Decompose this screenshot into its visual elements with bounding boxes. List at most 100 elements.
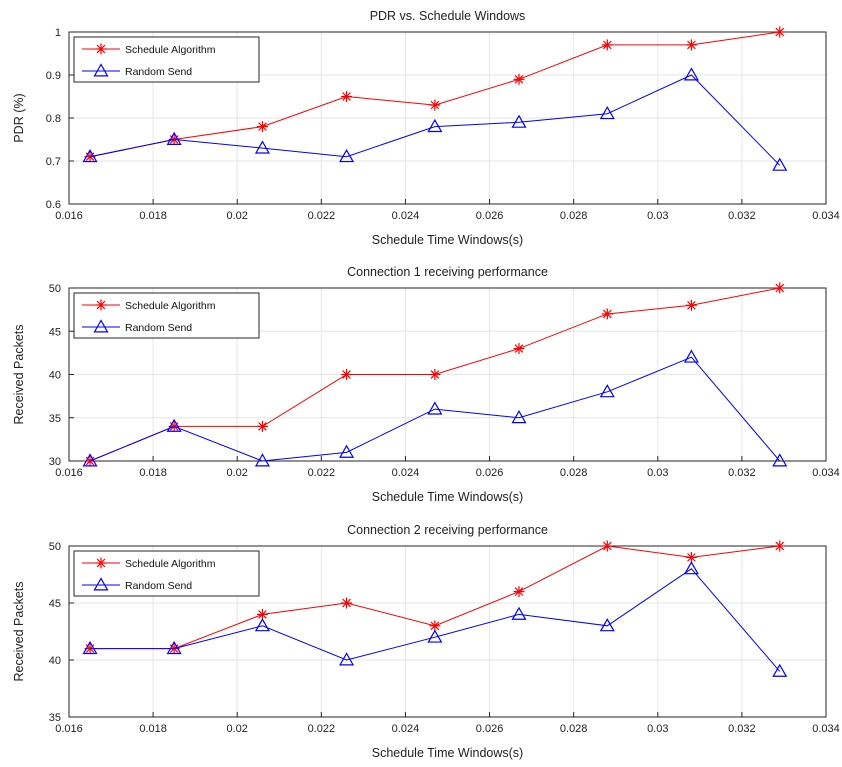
- legend-item: Random Send: [82, 319, 192, 334]
- triangle-marker: [772, 663, 788, 677]
- asterisk-marker: [341, 91, 353, 102]
- asterisk-marker: [341, 597, 353, 609]
- legend-box: [73, 292, 260, 339]
- x-tick-label: 0.034: [812, 210, 840, 222]
- x-tick-label: 0.016: [55, 723, 83, 735]
- x-tick-label: 0.032: [728, 210, 756, 222]
- asterisk-marker: [513, 586, 525, 598]
- triangle-marker: [772, 453, 788, 467]
- x-tick-label: 0.028: [560, 467, 588, 479]
- asterisk-marker: [429, 620, 441, 632]
- x-tick-label: 0.02: [227, 723, 248, 735]
- y-axis-label: Received Packets: [12, 324, 26, 424]
- triangle-marker: [166, 418, 182, 432]
- asterisk-marker: [601, 39, 613, 51]
- x-tick-label: 0.026: [476, 467, 504, 479]
- y-tick-label: 40: [49, 370, 61, 382]
- asterisk-marker: [95, 557, 107, 569]
- x-tick-label: 0.03: [647, 723, 668, 735]
- asterisk-marker: [341, 369, 353, 380]
- asterisk-marker: [429, 369, 441, 380]
- y-axis-label: Received Packets: [12, 581, 26, 681]
- series-schedule-algorithm: [84, 540, 786, 655]
- legend-label: Random Send: [125, 66, 192, 78]
- series-random-send: [82, 561, 788, 677]
- asterisk-marker: [774, 26, 786, 38]
- x-tick-label: 0.034: [812, 723, 840, 735]
- x-tick-label: 0.02: [227, 467, 248, 479]
- x-tick-label: 0.022: [308, 210, 336, 222]
- legend-label: Random Send: [125, 322, 192, 334]
- series-line: [89, 74, 781, 166]
- triangle-marker: [166, 640, 182, 655]
- x-tick-label: 0.018: [139, 210, 167, 222]
- asterisk-marker: [95, 299, 107, 311]
- chart-title: PDR vs. Schedule Windows: [370, 9, 526, 23]
- triangle-marker: [683, 561, 699, 575]
- x-tick-label: 0.03: [647, 467, 668, 479]
- asterisk-marker: [256, 608, 268, 620]
- y-tick-label: 45: [49, 598, 61, 610]
- triangle-marker: [427, 118, 443, 133]
- asterisk-marker: [513, 343, 525, 355]
- legend-label: Random Send: [125, 580, 192, 592]
- x-tick-label: 0.024: [392, 210, 420, 222]
- legend-label: Schedule Algorithm: [125, 558, 216, 570]
- triangle-marker: [339, 652, 355, 666]
- x-tick-label: 0.028: [560, 210, 588, 222]
- asterisk-marker: [95, 43, 107, 55]
- y-tick-label: 0.8: [46, 113, 61, 125]
- legend: Schedule Algorithm Random Send: [73, 36, 260, 83]
- triangle-marker: [82, 640, 98, 655]
- triangle-marker: [511, 410, 527, 424]
- y-tick-label: 0.6: [46, 199, 61, 211]
- x-tick-label: 0.03: [647, 210, 668, 222]
- triangle-marker: [166, 131, 182, 145]
- x-tick-label: 0.018: [139, 723, 167, 735]
- asterisk-marker: [429, 99, 441, 111]
- y-tick-label: 35: [49, 413, 61, 425]
- asterisk-marker: [601, 540, 613, 552]
- legend-label: Schedule Algorithm: [125, 300, 216, 312]
- triangle-marker: [82, 453, 98, 467]
- y-tick-label: 40: [49, 655, 61, 667]
- triangle-marker: [683, 349, 699, 363]
- x-tick-label: 0.016: [55, 467, 83, 479]
- x-axis-label: Schedule Time Windows(s): [372, 490, 523, 504]
- triangle-marker: [599, 105, 615, 120]
- triangle-marker: [427, 629, 443, 643]
- triangle-marker: [93, 63, 109, 77]
- asterisk-marker: [685, 39, 697, 51]
- y-tick-label: 45: [49, 326, 61, 338]
- chart-title: Connection 1 receiving performance: [347, 265, 548, 279]
- legend-item: Random Send: [82, 63, 192, 78]
- x-tick-label: 0.022: [308, 467, 336, 479]
- y-tick-label: 50: [49, 541, 61, 553]
- legend-label: Schedule Algorithm: [125, 44, 216, 56]
- triangle-marker: [683, 67, 699, 81]
- y-tick-label: 50: [49, 283, 61, 295]
- axes-box: [68, 287, 827, 462]
- legend-item: Random Send: [82, 577, 192, 592]
- axes-box: [68, 545, 827, 718]
- y-tick-label: 30: [49, 456, 61, 468]
- legend-box: [73, 550, 260, 597]
- chart-panel-1: 0.016 0.018 0.02 0.022 0.024 0.026 0.028 0.03 0.…: [12, 9, 840, 247]
- x-tick-label: 0.022: [308, 723, 336, 735]
- series-random-send: [82, 67, 788, 171]
- triangle-marker: [93, 319, 109, 333]
- y-tick-label: 1: [55, 27, 61, 39]
- legend: Schedule Algorithm Random Send: [73, 292, 260, 339]
- triangle-marker: [599, 618, 615, 632]
- y-axis-label: PDR (%): [12, 93, 26, 142]
- asterisk-marker: [601, 308, 613, 320]
- legend-item: Schedule Algorithm: [82, 299, 216, 312]
- asterisk-marker: [774, 540, 786, 552]
- x-tick-label: 0.034: [812, 467, 840, 479]
- triangle-marker: [772, 157, 788, 171]
- x-tick-label: 0.032: [728, 467, 756, 479]
- triangle-marker: [511, 606, 527, 620]
- x-tick-label: 0.016: [55, 210, 83, 222]
- legend: Schedule Algorithm Random Send: [73, 550, 260, 597]
- asterisk-marker: [685, 299, 697, 311]
